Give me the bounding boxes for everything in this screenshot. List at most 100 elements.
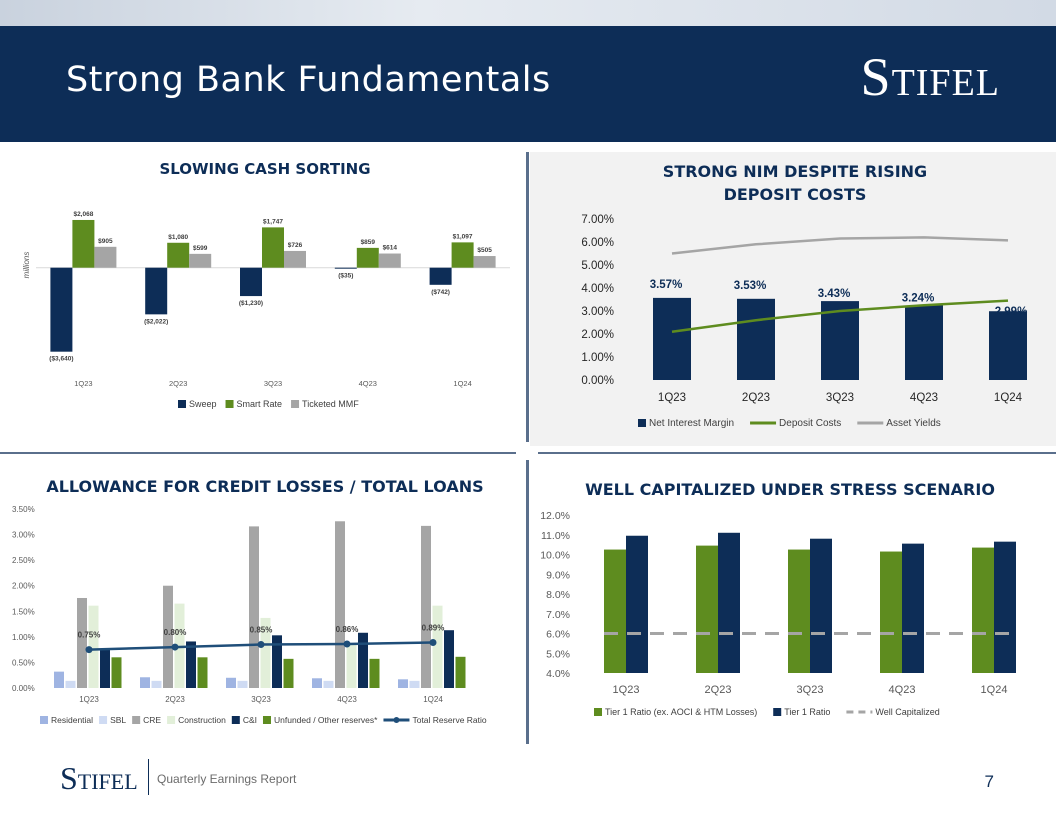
acl-reserve-marker xyxy=(343,640,351,648)
capital-bar-tier1-ex-aoci xyxy=(696,545,718,673)
acl-y-tick: 3.00% xyxy=(12,531,35,540)
acl-bar-unfunded xyxy=(197,657,208,688)
acl-bar-unfunded xyxy=(283,658,294,688)
capital-bar-tier1 xyxy=(902,543,924,673)
legend-label: Tier 1 Ratio (ex. AOCI & HTM Losses) xyxy=(605,707,757,717)
acl-bar-residential xyxy=(398,679,408,688)
capital-bar-tier1-ex-aoci xyxy=(972,547,994,673)
acl-bar-residential xyxy=(226,677,236,688)
divider-top xyxy=(526,152,529,442)
nim-y-tick: 5.00% xyxy=(581,260,614,272)
nim-y-tick: 1.00% xyxy=(581,352,614,364)
legend-label: Well Capitalized xyxy=(875,707,939,717)
cash-data-label: $859 xyxy=(361,239,376,246)
divider-bottom xyxy=(526,460,529,744)
nim-bar xyxy=(737,298,775,380)
legend-swatch xyxy=(40,716,48,724)
capital-bar-tier1-ex-aoci xyxy=(788,549,810,673)
nim-y-tick: 0.00% xyxy=(581,375,614,387)
acl-bar-sbl xyxy=(151,680,162,688)
top-band xyxy=(0,0,1056,26)
cash-data-label: ($2,022) xyxy=(144,318,168,325)
cash-bar-sweep xyxy=(145,267,168,315)
nim-x-tick: 1Q23 xyxy=(658,392,686,404)
legend-swatch xyxy=(225,400,234,408)
cash-x-tick: 1Q24 xyxy=(453,379,471,388)
legend-label: CRE xyxy=(143,715,161,725)
acl-bar-construction xyxy=(432,605,443,688)
page-number: 7 xyxy=(984,772,994,791)
cash-data-label: $2,068 xyxy=(73,211,93,218)
footer-logo: Stifel xyxy=(60,760,138,796)
capital-x-tick: 2Q23 xyxy=(705,684,732,696)
acl-chart: 0.00% 0.50% 1.00% 1.50% 2.00% 2.50% 3.00% 3.50%… xyxy=(12,505,487,725)
legend-swatch xyxy=(178,400,186,408)
acl-bar-cre xyxy=(77,597,87,688)
capital-y-tick: 7.0% xyxy=(546,609,570,621)
nim-x-tick: 3Q23 xyxy=(826,392,854,404)
acl-reserve-marker xyxy=(171,643,179,651)
footer-separator xyxy=(148,759,149,795)
nim-y-tick: 4.00% xyxy=(581,283,614,295)
nim-panel xyxy=(530,152,1056,446)
cash-x-tick: 4Q23 xyxy=(359,379,377,388)
acl-bar-construction xyxy=(346,643,357,688)
acl-x-tick: 1Q24 xyxy=(423,695,443,704)
legend-label: Smart Rate xyxy=(237,399,283,409)
acl-y-tick: 3.50% xyxy=(12,505,35,514)
legend-label: Residential xyxy=(51,715,93,725)
capital-x-tick: 1Q23 xyxy=(613,684,640,696)
legend-label: Tier 1 Ratio xyxy=(784,707,830,717)
cash-data-label: $599 xyxy=(193,245,208,252)
cash-bar-smart-rate xyxy=(356,247,379,268)
legend-label: Unfunded / Other reserves* xyxy=(274,715,378,725)
capital-bar-tier1-ex-aoci xyxy=(604,549,626,673)
acl-y-tick: 2.00% xyxy=(12,582,35,591)
nim-data-label: 3.43% xyxy=(818,288,851,300)
cash-data-label: ($742) xyxy=(431,289,450,296)
legend-label: Total Reserve Ratio xyxy=(412,715,486,725)
legend-swatch xyxy=(262,716,271,724)
cash-bar-sweep xyxy=(334,267,357,269)
acl-bar-sbl xyxy=(323,680,334,688)
acl-reserve-marker xyxy=(257,641,265,649)
nim-y-tick: 2.00% xyxy=(581,329,614,341)
legend-label: Ticketed MMF xyxy=(302,399,359,409)
cash-data-label: $1,747 xyxy=(263,218,283,225)
footer-text: Quarterly Earnings Report xyxy=(157,772,297,786)
nim-bar xyxy=(653,297,691,380)
capital-bar-tier1 xyxy=(994,541,1016,673)
acl-bar-residential xyxy=(140,677,150,688)
stifel-logo: Stifel xyxy=(860,47,1000,107)
acl-bar-c&i xyxy=(272,635,282,688)
capital-bar-tier1 xyxy=(626,535,648,673)
capital-y-tick: 4.0% xyxy=(546,668,570,680)
cash-data-label: $1,097 xyxy=(453,233,473,240)
legend-label: Construction xyxy=(178,715,226,725)
cash-bar-ticketed-mmf xyxy=(94,246,117,268)
capital-x-tick: 3Q23 xyxy=(797,684,824,696)
acl-bar-sbl xyxy=(237,680,248,688)
cash-bar-sweep xyxy=(50,267,73,352)
divider-right xyxy=(538,452,1056,454)
capital-x-tick: 1Q24 xyxy=(981,684,1008,696)
acl-bar-residential xyxy=(312,678,322,688)
acl-bar-cre xyxy=(163,585,173,688)
acl-bar-c&i xyxy=(100,648,110,688)
capital-y-tick: 9.0% xyxy=(546,569,570,581)
cash-data-label: ($1,230) xyxy=(239,300,263,307)
cash-sorting-chart: millions ($3,640) $2,068 $905 1Q23 ($2,022) $… xyxy=(22,211,510,409)
legend-swatch xyxy=(291,400,300,408)
legend-label: Net Interest Margin xyxy=(649,418,734,429)
cash-y-label: millions xyxy=(22,252,31,279)
legend-label: Asset Yields xyxy=(886,418,940,429)
cash-bar-sweep xyxy=(240,267,262,297)
cash-data-label: $905 xyxy=(98,238,113,245)
legend-swatch xyxy=(638,419,646,427)
acl-bar-c&i xyxy=(358,632,368,688)
nim-y-tick: 7.00% xyxy=(581,214,614,226)
acl-bar-unfunded xyxy=(369,658,380,688)
cash-bar-ticketed-mmf xyxy=(473,256,496,268)
cash-data-label: ($35) xyxy=(338,273,353,280)
cash-data-label: $505 xyxy=(477,247,492,254)
